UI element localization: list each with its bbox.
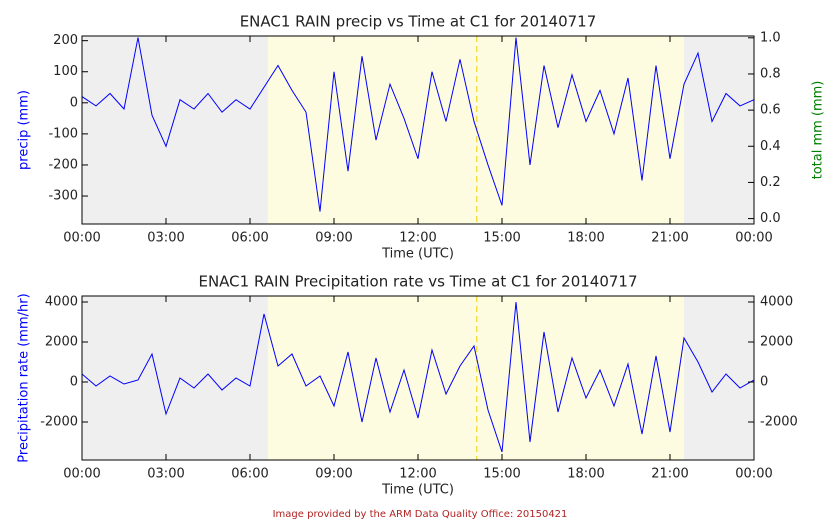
y2-tick-label: 0 — [760, 375, 768, 390]
y-tick-label: -100 — [48, 126, 78, 141]
x-tick-label: 09:00 — [315, 467, 352, 482]
x-tick-label: 12:00 — [399, 467, 436, 482]
chart-title: ENAC1 RAIN Precipitation rate vs Time at… — [198, 273, 637, 291]
chart-title: ENAC1 RAIN precip vs Time at C1 for 2014… — [240, 13, 597, 31]
y2-tick-label: 4000 — [760, 295, 793, 310]
y-axis-label: Precipitation rate (mm/hr) — [17, 293, 32, 462]
x-tick-label: 00:00 — [735, 467, 772, 482]
panel: 00:00 03:00 06:00 09:00 12:00 15:00 18:00 21:00… — [17, 13, 826, 262]
data-line — [82, 301, 754, 453]
qc-region — [267, 296, 684, 460]
y-tick-label: 200 — [53, 33, 78, 48]
y2-tick-label: 0.4 — [760, 139, 781, 154]
y-tick-label: 0 — [70, 95, 78, 110]
x-tick-label: 06:00 — [231, 467, 268, 482]
y-tick-label: -2000 — [40, 415, 78, 430]
qc-region — [82, 36, 268, 224]
x-tick-label: 18:00 — [567, 467, 604, 482]
y2-tick-label: 0.8 — [760, 66, 781, 81]
y-tick-label: 2000 — [45, 335, 78, 350]
x-axis-label: Time (UTC) — [381, 247, 454, 262]
x-tick-label: 03:00 — [147, 231, 184, 246]
x-tick-label: 15:00 — [483, 467, 520, 482]
x-tick-label: 00:00 — [63, 467, 100, 482]
x-tick-label: 18:00 — [567, 231, 604, 246]
x-tick-label: 06:00 — [231, 231, 268, 246]
x-tick-label: 00:00 — [735, 231, 772, 246]
x-tick-label: 03:00 — [147, 467, 184, 482]
y-tick-label: -200 — [48, 157, 78, 172]
panel: 00:00 03:00 06:00 09:00 12:00 15:00 18:00 21:00… — [17, 273, 798, 498]
y2-tick-label: 0.0 — [760, 211, 781, 226]
x-tick-label: 09:00 — [315, 231, 352, 246]
qc-region — [82, 296, 268, 460]
y-tick-label: 100 — [53, 64, 78, 79]
x-tick-label: 00:00 — [63, 231, 100, 246]
x-tick-label: 21:00 — [651, 231, 688, 246]
y2-tick-label: 0.2 — [760, 175, 781, 190]
footer: Image provided by the ARM Data Quality O… — [273, 509, 568, 520]
y2-tick-label: 0.6 — [760, 103, 781, 118]
qc-region — [267, 36, 684, 224]
y2-tick-label: 1.0 — [760, 30, 781, 45]
x-tick-label: 21:00 — [651, 467, 688, 482]
x-tick-label: 15:00 — [483, 231, 520, 246]
y-tick-label: 0 — [70, 375, 78, 390]
y-tick-label: -300 — [48, 189, 78, 204]
qc-region — [684, 296, 754, 460]
y-axis-label: precip (mm) — [17, 90, 32, 170]
x-tick-label: 12:00 — [399, 231, 436, 246]
y2-tick-label: -2000 — [760, 415, 798, 430]
qc-region — [684, 36, 754, 224]
y2-axis-label: total mm (mm) — [811, 81, 826, 180]
y2-tick-label: 2000 — [760, 335, 793, 350]
x-axis-label: Time (UTC) — [381, 483, 454, 498]
data-line — [82, 37, 754, 212]
y-tick-label: 4000 — [45, 295, 78, 310]
